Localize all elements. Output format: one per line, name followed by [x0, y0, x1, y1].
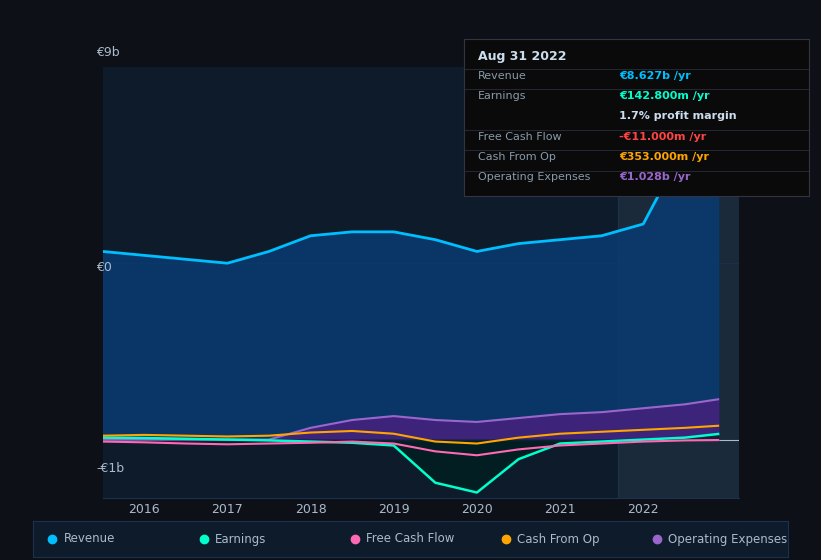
Text: €9b: €9b: [96, 45, 120, 59]
Text: €8.627b /yr: €8.627b /yr: [619, 71, 690, 81]
Text: Aug 31 2022: Aug 31 2022: [478, 50, 566, 63]
Text: Free Cash Flow: Free Cash Flow: [478, 132, 562, 142]
Text: Earnings: Earnings: [215, 533, 266, 545]
Text: -€1b: -€1b: [96, 461, 125, 475]
Text: Free Cash Flow: Free Cash Flow: [366, 533, 454, 545]
Text: €142.800m /yr: €142.800m /yr: [619, 91, 709, 101]
Text: Cash From Op: Cash From Op: [478, 152, 556, 162]
Text: €1.028b /yr: €1.028b /yr: [619, 172, 690, 183]
Text: -€11.000m /yr: -€11.000m /yr: [619, 132, 706, 142]
Bar: [618, 67, 743, 498]
Text: Cash From Op: Cash From Op: [517, 533, 599, 545]
Text: 1.7% profit margin: 1.7% profit margin: [619, 111, 736, 122]
Text: Revenue: Revenue: [478, 71, 526, 81]
Text: €0: €0: [96, 261, 112, 274]
Text: Operating Expenses: Operating Expenses: [478, 172, 590, 183]
Text: €353.000m /yr: €353.000m /yr: [619, 152, 709, 162]
Text: Revenue: Revenue: [64, 533, 115, 545]
Text: Operating Expenses: Operating Expenses: [668, 533, 787, 545]
Text: Earnings: Earnings: [478, 91, 526, 101]
